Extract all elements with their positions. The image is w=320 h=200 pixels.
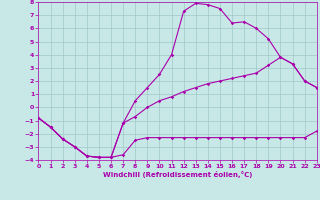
X-axis label: Windchill (Refroidissement éolien,°C): Windchill (Refroidissement éolien,°C) <box>103 171 252 178</box>
